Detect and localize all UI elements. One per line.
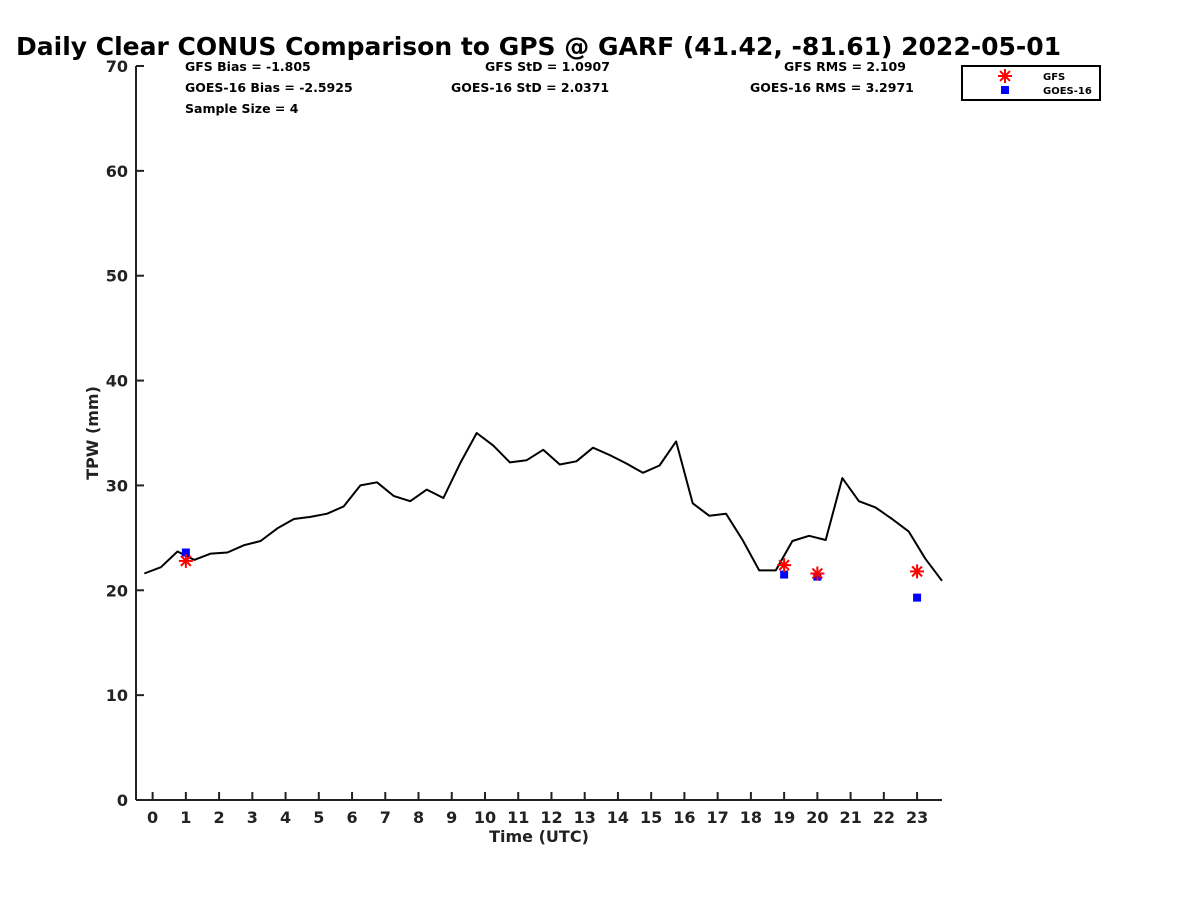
y-tick-label: 0 (117, 791, 128, 810)
y-tick-label: 60 (106, 162, 128, 181)
x-tick-label: 16 (673, 808, 695, 827)
gps-series-line (143, 432, 943, 582)
goes-rms-stat: GOES-16 RMS = 3.2971 (750, 80, 914, 95)
goes-std-stat: GOES-16 StD = 2.0371 (451, 80, 609, 95)
gfs-series (178, 553, 925, 581)
y-tick-label: 70 (106, 57, 128, 76)
x-tick-label: 20 (806, 808, 828, 827)
y-tick-label: 10 (106, 686, 128, 705)
asterisk-stroke (778, 559, 790, 571)
x-tick-label: 17 (707, 808, 729, 827)
x-tick-label: 6 (346, 808, 357, 827)
gfs-point (810, 566, 825, 581)
x-tick-label: 19 (773, 808, 795, 827)
x-tick-label: 5 (313, 808, 324, 827)
legend-goes16-label: GOES-16 (1043, 86, 1092, 97)
x-tick-label: 15 (640, 808, 662, 827)
legend-gfs-label: GFS (1043, 72, 1065, 83)
x-tick-label: 13 (574, 808, 596, 827)
y-axis-label: TPW (mm) (83, 386, 102, 480)
x-ticks: 0 1 2 3 4 5 6 7 8 9 10 11 12 13 14 15 16 17 18 19 20 21 22 23 (147, 792, 928, 827)
x-tick-label: 10 (474, 808, 496, 827)
y-ticks: 0 10 20 30 40 50 60 70 (106, 57, 144, 810)
y-tick-label: 20 (106, 581, 128, 600)
x-axis-label: Time (UTC) (489, 827, 589, 846)
asterisk-stroke (180, 555, 192, 567)
y-tick-label: 50 (106, 267, 128, 286)
x-tick-label: 22 (873, 808, 895, 827)
y-tick-label: 40 (106, 372, 128, 391)
gfs-point (910, 564, 925, 579)
asterisk-stroke (811, 567, 824, 580)
gfs-point (178, 553, 193, 568)
x-tick-label: 7 (380, 808, 391, 827)
x-tick-label: 9 (446, 808, 457, 827)
x-tick-label: 8 (413, 808, 424, 827)
x-tick-label: 4 (280, 808, 291, 827)
x-tick-label: 21 (839, 808, 861, 827)
x-tick-label: 12 (540, 808, 562, 827)
asterisk-symbol (998, 69, 1012, 83)
legend-gfs-marker (998, 69, 1012, 83)
x-tick-label: 1 (180, 808, 191, 827)
goes16-point (780, 570, 789, 579)
gfs-point (777, 558, 792, 573)
y-tick-label: 30 (106, 476, 128, 495)
x-tick-label: 3 (247, 808, 258, 827)
legend-box (961, 65, 1101, 101)
x-tick-label: 14 (607, 808, 629, 827)
legend: GFS GOES-16 (961, 65, 1101, 101)
x-tick-label: 18 (740, 808, 762, 827)
asterisk-stroke (911, 565, 923, 578)
x-tick-label: 0 (147, 808, 158, 827)
goes16-point (913, 593, 922, 602)
x-tick-label: 23 (906, 808, 928, 827)
x-tick-label: 11 (507, 808, 529, 827)
goes16-series (181, 548, 922, 602)
asterisk-stroke (999, 70, 1011, 82)
sample-size-stat: Sample Size = 4 (185, 101, 299, 116)
gfs-rms-stat: GFS RMS = 2.109 (784, 59, 906, 74)
goes-bias-stat: GOES-16 Bias = -2.5925 (185, 80, 353, 95)
legend-goes16-marker (1001, 86, 1009, 94)
x-tick-label: 2 (214, 808, 225, 827)
chart-title: Daily Clear CONUS Comparison to GPS @ GA… (16, 32, 1061, 61)
goes16-point (181, 548, 190, 557)
gfs-bias-stat: GFS Bias = -1.805 (185, 59, 311, 74)
plot-axes (135, 66, 942, 801)
gfs-std-stat: GFS StD = 1.0907 (485, 59, 610, 74)
